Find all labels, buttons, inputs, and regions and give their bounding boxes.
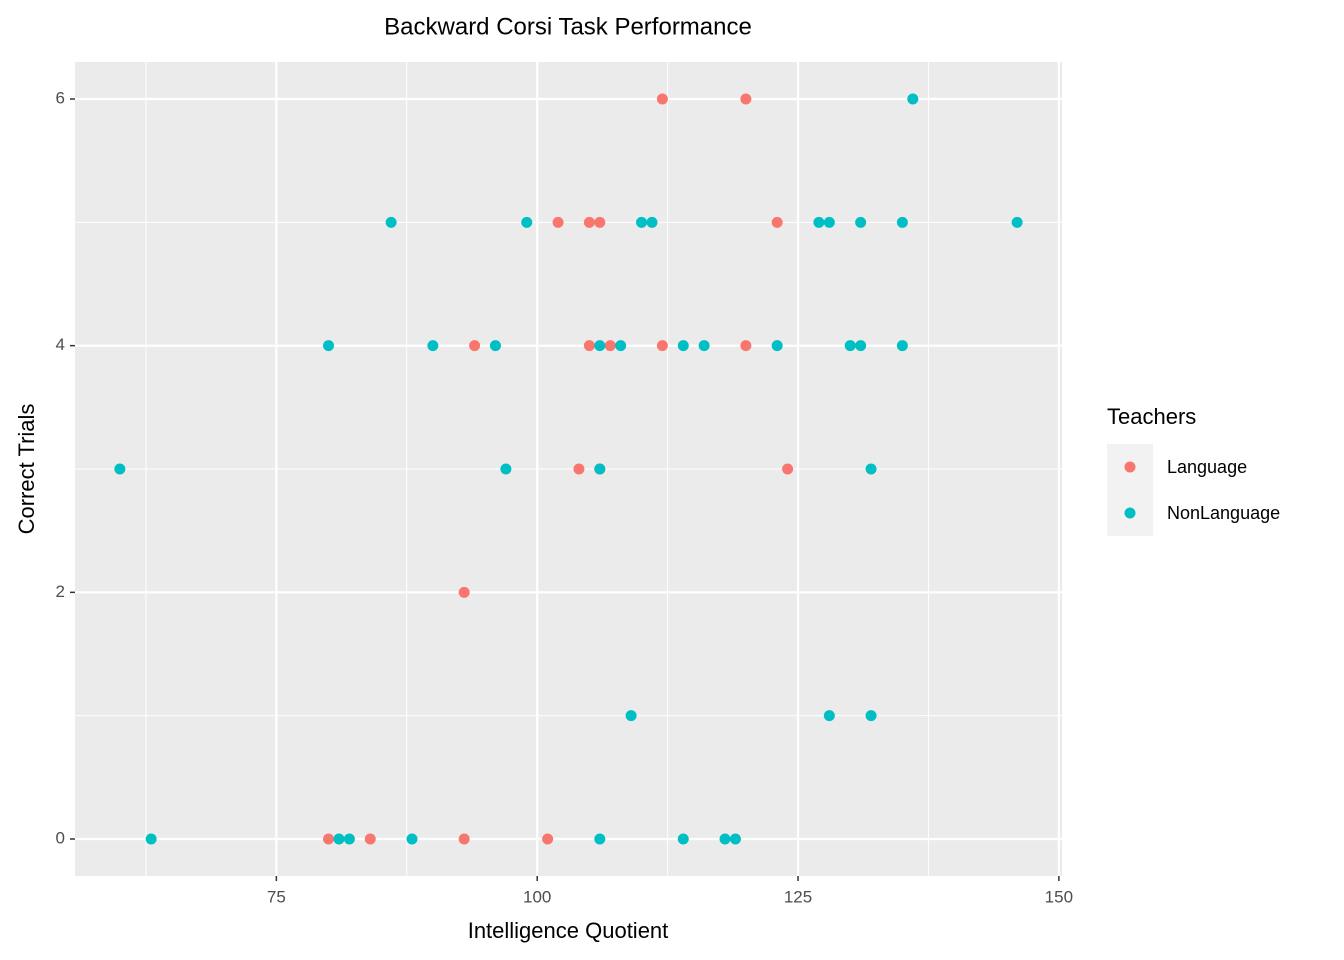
point <box>594 463 606 475</box>
point <box>500 463 512 475</box>
point <box>896 216 908 228</box>
point <box>719 833 731 845</box>
legend-title: Teachers <box>1107 404 1196 429</box>
point <box>677 833 689 845</box>
point <box>823 216 835 228</box>
point <box>323 340 335 352</box>
point <box>333 833 345 845</box>
legend-label: NonLanguage <box>1167 503 1280 523</box>
point <box>594 833 606 845</box>
point <box>583 216 595 228</box>
legend-label: Language <box>1167 457 1247 477</box>
point <box>458 833 470 845</box>
point <box>114 463 126 475</box>
point <box>458 586 470 598</box>
point <box>656 93 668 105</box>
point <box>896 340 908 352</box>
legend-swatch <box>1124 461 1136 473</box>
point <box>855 340 867 352</box>
point <box>145 833 157 845</box>
y-tick-label: 6 <box>56 88 65 107</box>
point <box>646 216 658 228</box>
y-axis-label: Correct Trials <box>14 404 39 535</box>
point <box>625 710 637 722</box>
point <box>677 340 689 352</box>
x-tick-label: 150 <box>1045 887 1073 906</box>
legend-swatch <box>1124 507 1136 519</box>
point <box>855 216 867 228</box>
point <box>406 833 418 845</box>
point <box>656 340 668 352</box>
point <box>771 340 783 352</box>
y-tick-label: 0 <box>56 828 65 847</box>
point <box>865 710 877 722</box>
point <box>813 216 825 228</box>
point <box>343 833 355 845</box>
point <box>583 340 595 352</box>
point <box>552 216 564 228</box>
x-tick-label: 100 <box>523 887 551 906</box>
x-tick-label: 125 <box>784 887 812 906</box>
point <box>771 216 783 228</box>
points <box>114 93 1023 845</box>
point <box>427 340 439 352</box>
y-tick-label: 4 <box>56 335 65 354</box>
chart-title: Backward Corsi Task Performance <box>384 13 752 40</box>
point <box>594 340 606 352</box>
point <box>469 340 481 352</box>
point <box>907 93 919 105</box>
x-axis-label: Intelligence Quotient <box>468 918 669 943</box>
point <box>636 216 648 228</box>
x-tick-label: 75 <box>267 887 286 906</box>
y-tick-label: 2 <box>56 582 65 601</box>
point <box>385 216 397 228</box>
point <box>323 833 335 845</box>
point <box>729 833 741 845</box>
point <box>604 340 616 352</box>
point <box>865 463 877 475</box>
point <box>698 340 710 352</box>
point <box>782 463 794 475</box>
point <box>542 833 554 845</box>
point <box>364 833 376 845</box>
point <box>615 340 627 352</box>
point <box>521 216 533 228</box>
point <box>740 93 752 105</box>
point <box>740 340 752 352</box>
point <box>594 216 606 228</box>
grid <box>75 62 1062 876</box>
point <box>1011 216 1023 228</box>
point <box>573 463 585 475</box>
point <box>823 710 835 722</box>
point <box>844 340 856 352</box>
point <box>489 340 501 352</box>
